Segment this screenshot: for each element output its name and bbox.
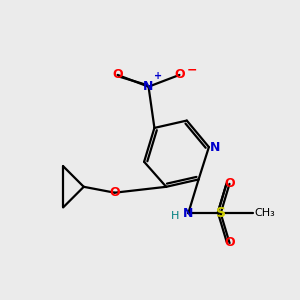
Text: N: N [143, 80, 154, 93]
Text: +: + [154, 71, 162, 81]
Text: O: O [224, 236, 235, 249]
Text: N: N [210, 141, 220, 154]
Text: O: O [174, 68, 185, 81]
Text: O: O [224, 177, 235, 190]
Text: CH₃: CH₃ [254, 208, 275, 218]
Text: O: O [110, 186, 120, 199]
Text: −: − [187, 64, 197, 77]
Text: N: N [183, 207, 194, 220]
Text: O: O [112, 68, 123, 81]
Text: S: S [216, 206, 226, 220]
Text: H: H [171, 211, 179, 221]
